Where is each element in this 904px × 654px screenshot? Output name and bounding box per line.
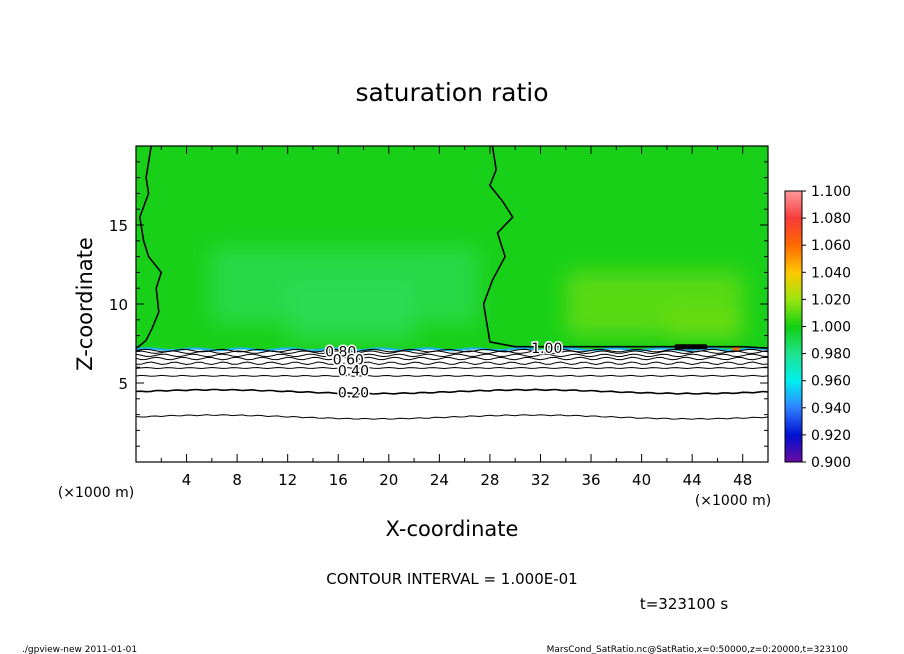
colorbar-label: 0.940 xyxy=(811,401,851,417)
time-text: t=323100 s xyxy=(640,595,728,613)
contour-band-0.9 xyxy=(136,348,768,353)
x-tick-label: 12 xyxy=(278,471,297,489)
colorbar-segment xyxy=(785,380,802,409)
y-tick-label: 10 xyxy=(109,296,128,314)
contour-band-0.4 xyxy=(136,366,768,370)
colorbar-segment xyxy=(785,407,802,436)
colorbar-segment xyxy=(785,353,802,382)
contour-interval-text: CONTOUR INTERVAL = 1.000E-01 xyxy=(326,570,577,588)
footer-left: ./gpview-new 2011-01-01 xyxy=(22,645,137,654)
x-unit-left: (×1000 m) xyxy=(58,485,134,501)
x-tick-label: 48 xyxy=(733,471,752,489)
contour-label: 1.00 xyxy=(531,341,562,357)
colorbar-label: 0.920 xyxy=(811,428,851,444)
contour-lines xyxy=(136,146,768,349)
chart-title: saturation ratio xyxy=(355,78,548,107)
contour-labels: 0.800.600.40 0.20 1.00 xyxy=(324,340,564,403)
contour-band-0.2 xyxy=(136,388,768,395)
colorbar-segment xyxy=(785,218,802,246)
contour-label: 0.60 xyxy=(333,352,364,368)
contour-band-0.5 xyxy=(136,361,768,366)
saturation-boundary xyxy=(136,347,768,352)
colorbar-segment xyxy=(785,245,802,273)
colorbar-segment xyxy=(785,326,802,355)
x-tick-label: 20 xyxy=(379,471,398,489)
y-tick-label: 5 xyxy=(118,375,128,393)
unsaturated-region xyxy=(136,350,768,462)
patch-yellow-lower xyxy=(666,311,743,339)
contour-1.00-1 xyxy=(136,146,163,349)
colorbar-label: 1.040 xyxy=(811,265,851,281)
patch-light-mid xyxy=(287,280,415,342)
y-axis-label: Z-coordinate xyxy=(73,237,97,371)
x-tick-label: 36 xyxy=(581,471,600,489)
colorbar-segment xyxy=(785,434,802,463)
colorbar-segment xyxy=(785,272,802,300)
colorbar-segment xyxy=(785,191,802,219)
x-tick-label: 24 xyxy=(430,471,449,489)
contour-label: 0.20 xyxy=(338,385,369,401)
x-tick-label: 16 xyxy=(329,471,348,489)
colorbar-label: 1.000 xyxy=(811,320,851,336)
x-tick-label: 8 xyxy=(232,471,242,489)
x-tick-label: 28 xyxy=(480,471,499,489)
colorbar: 1.100 1.080 1.060 1.040 1.020 1.000 0.980 0.960… xyxy=(784,184,851,471)
colorbar-label: 1.080 xyxy=(811,211,851,227)
contour-1.00-2 xyxy=(482,146,768,349)
y-tick-label: 15 xyxy=(109,217,128,235)
contour-band-0.3 xyxy=(136,374,768,377)
x-tick-label: 40 xyxy=(632,471,651,489)
footer-right: MarsCond_SatRatio.nc@SatRatio,x=0:50000,… xyxy=(547,645,849,654)
plot-field: 0.800.600.40 0.20 1.00 xyxy=(136,146,768,462)
contour-label: 0.80 xyxy=(325,344,356,360)
colorbar-label: 0.900 xyxy=(811,455,851,471)
contour-label: 0.40 xyxy=(338,363,369,379)
contour-band-0.7 xyxy=(136,353,768,358)
hot-spot xyxy=(732,347,740,351)
colorbar-label: 0.960 xyxy=(811,374,851,390)
colorbar-label: 0.980 xyxy=(811,347,851,363)
x-axis-ticks: 4 8 12 16 20 24 28 32 36 40 44 48 xyxy=(160,146,752,489)
colorbar-segment xyxy=(785,299,802,327)
y-axis-ticks: 5 10 15 xyxy=(109,161,768,447)
contour-band-0.1 xyxy=(136,414,768,420)
x-tick-label: 4 xyxy=(182,471,192,489)
colorbar-label: 1.060 xyxy=(811,238,851,254)
x-axis-label: X-coordinate xyxy=(386,517,519,541)
field-patches xyxy=(211,248,743,342)
contour-bands xyxy=(136,344,768,462)
contour-band-0.6 xyxy=(136,356,768,361)
colorbar-label: 1.100 xyxy=(811,184,851,200)
contour-band-0.8 xyxy=(136,350,768,355)
x-tick-label: 44 xyxy=(683,471,702,489)
colorbar-label: 1.020 xyxy=(811,292,851,308)
x-unit-right: (×1000 m) xyxy=(695,493,771,509)
x-tick-label: 32 xyxy=(531,471,550,489)
